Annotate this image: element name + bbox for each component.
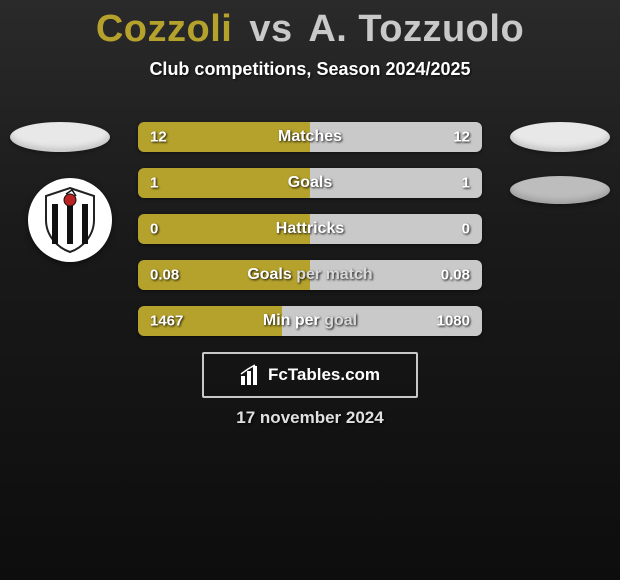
- stat-row: 0 0 Hattricks: [138, 214, 482, 244]
- stat-row: 0.08 0.08 Goals per match: [138, 260, 482, 290]
- player-b-oval-icon: [510, 122, 610, 152]
- stat-label-main: Matches: [278, 128, 342, 145]
- stat-value-left: 12: [150, 129, 167, 146]
- stat-value-right: 0: [462, 221, 470, 238]
- season-subtitle: Club competitions, Season 2024/2025: [0, 59, 620, 80]
- stat-row: 12 12 Matches: [138, 122, 482, 152]
- stat-label: Min per goal: [263, 312, 357, 330]
- brand-text: FcTables.com: [268, 365, 380, 385]
- stat-label: Hattricks: [276, 220, 344, 238]
- player-a-oval-icon: [10, 122, 110, 152]
- stat-label-suffix: per match: [296, 266, 372, 283]
- stats-table: 12 12 Matches 1 1 Goals 0 0 Hattricks 0.08 0.08 Goa…: [138, 122, 482, 352]
- stat-value-right: 1080: [437, 313, 470, 330]
- stat-label: Goals: [288, 174, 332, 192]
- stat-value-right: 0.08: [441, 267, 470, 284]
- stat-label: Goals per match: [247, 266, 372, 284]
- brand-box: FcTables.com: [202, 352, 418, 398]
- stat-label-main: Goals: [247, 266, 296, 283]
- vs-text: vs: [249, 8, 292, 50]
- stat-bar-left: [138, 168, 310, 198]
- stat-row: 1 1 Goals: [138, 168, 482, 198]
- stat-label-main: Hattricks: [276, 220, 344, 237]
- stat-value-right: 1: [462, 175, 470, 192]
- stat-value-left: 1467: [150, 313, 183, 330]
- stat-label-main: Min per: [263, 312, 324, 329]
- stat-label-main: Goals: [288, 174, 332, 191]
- stat-value-left: 0.08: [150, 267, 179, 284]
- player-a-name: Cozzoli: [96, 8, 232, 50]
- stat-bar-right: [310, 168, 482, 198]
- player-b-club-oval-icon: [510, 176, 610, 204]
- bar-chart-icon: [240, 364, 262, 386]
- stat-label-suffix: goal: [324, 312, 357, 329]
- stat-row: 1467 1080 Min per goal: [138, 306, 482, 336]
- stat-value-right: 12: [453, 129, 470, 146]
- player-b-name: A. Tozzuolo: [308, 8, 524, 50]
- stat-value-left: 1: [150, 175, 158, 192]
- club-badge-icon: [28, 178, 112, 262]
- snapshot-date: 17 november 2024: [236, 408, 383, 428]
- stat-value-left: 0: [150, 221, 158, 238]
- comparison-title: Cozzoli vs A. Tozzuolo: [0, 0, 620, 51]
- stat-label: Matches: [278, 128, 342, 146]
